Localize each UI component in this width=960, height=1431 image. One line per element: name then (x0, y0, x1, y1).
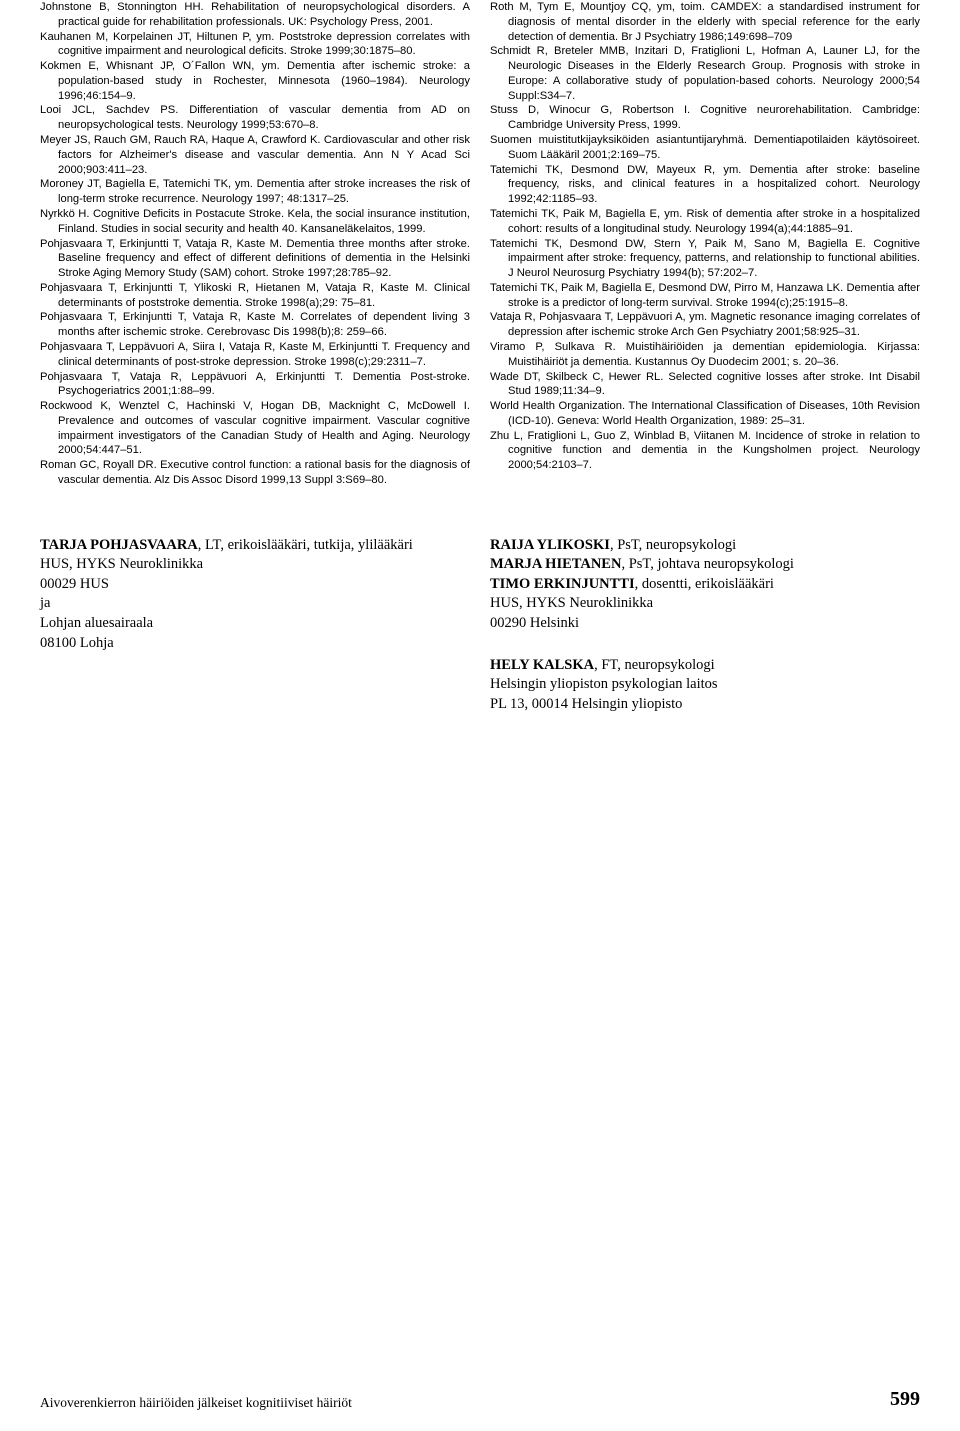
reference-entry: World Health Organization. The Internati… (490, 399, 920, 429)
authors-right-column: RAIJA YLIKOSKI, PsT, neuropsykologiMARJA… (490, 536, 920, 737)
author-block: TARJA POHJASVAARA, LT, erikoislääkäri, t… (40, 536, 470, 653)
footer-page-number: 599 (890, 1388, 920, 1411)
reference-entry: Pohjasvaara T, Leppävuori A, Siira I, Va… (40, 340, 470, 370)
author-line: 00290 Helsinki (490, 614, 920, 634)
reference-entry: Nyrkkö H. Cognitive Deficits in Postacut… (40, 207, 470, 237)
reference-entry: Suomen muistitutkijayksiköiden asiantunt… (490, 133, 920, 163)
author-line: TIMO ERKINJUNTTI, dosentti, erikoislääkä… (490, 575, 920, 595)
reference-entry: Roman GC, Royall DR. Executive control f… (40, 458, 470, 488)
references-section: Johnstone B, Stonnington HH. Rehabilitat… (0, 0, 960, 488)
reference-entry: Tatemichi TK, Paik M, Bagiella E, ym. Ri… (490, 207, 920, 237)
reference-entry: Pohjasvaara T, Erkinjuntti T, Vataja R, … (40, 237, 470, 281)
author-block: HELY KALSKA, FT, neuropsykologiHelsingin… (490, 656, 920, 715)
reference-entry: Roth M, Tym E, Mountjoy CQ, ym, toim. CA… (490, 0, 920, 44)
reference-entry: Kokmen E, Whisnant JP, O´Fallon WN, ym. … (40, 59, 470, 103)
author-line: Helsingin yliopiston psykologian laitos (490, 675, 920, 695)
reference-entry: Wade DT, Skilbeck C, Hewer RL. Selected … (490, 370, 920, 400)
reference-entry: Zhu L, Fratiglioni L, Guo Z, Winblad B, … (490, 429, 920, 473)
author-line: 00029 HUS (40, 575, 470, 595)
reference-entry: Tatemichi TK, Desmond DW, Stern Y, Paik … (490, 237, 920, 281)
footer-article-title: Aivoverenkierron häiriöiden jälkeiset ko… (40, 1395, 352, 1411)
author-title: , dosentti, erikoislääkäri (635, 576, 774, 592)
reference-entry: Pohjasvaara T, Vataja R, Leppävuori A, E… (40, 370, 470, 400)
reference-entry: Viramo P, Sulkava R. Muistihäiriöiden ja… (490, 340, 920, 370)
author-block: RAIJA YLIKOSKI, PsT, neuropsykologiMARJA… (490, 536, 920, 634)
author-line: Lohjan aluesairaala (40, 614, 470, 634)
reference-entry: Kauhanen M, Korpelainen JT, Hiltunen P, … (40, 30, 470, 60)
author-title: , PsT, johtava neuropsykologi (621, 556, 794, 572)
author-name: RAIJA YLIKOSKI (490, 537, 610, 553)
reference-entry: Pohjasvaara T, Erkinjuntti T, Ylikoski R… (40, 281, 470, 311)
reference-entry: Tatemichi TK, Desmond DW, Mayeux R, ym. … (490, 163, 920, 207)
reference-entry: Pohjasvaara T, Erkinjuntti T, Vataja R, … (40, 310, 470, 340)
references-left-column: Johnstone B, Stonnington HH. Rehabilitat… (40, 0, 470, 488)
author-name: TIMO ERKINJUNTTI (490, 576, 635, 592)
author-title: , FT, neuropsykologi (594, 657, 715, 673)
reference-entry: Tatemichi TK, Paik M, Bagiella E, Desmon… (490, 281, 920, 311)
reference-entry: Vataja R, Pohjasvaara T, Leppävuori A, y… (490, 310, 920, 340)
author-line: PL 13, 00014 Helsingin yliopisto (490, 695, 920, 715)
authors-left-column: TARJA POHJASVAARA, LT, erikoislääkäri, t… (40, 536, 470, 737)
author-title: , PsT, neuropsykologi (610, 537, 736, 553)
author-line: HUS, HYKS Neuroklinikka (40, 555, 470, 575)
reference-entry: Meyer JS, Rauch GM, Rauch RA, Haque A, C… (40, 133, 470, 177)
reference-entry: Schmidt R, Breteler MMB, Inzitari D, Fra… (490, 44, 920, 103)
author-line: RAIJA YLIKOSKI, PsT, neuropsykologi (490, 536, 920, 556)
reference-entry: Rockwood K, Wenztel C, Hachinski V, Hoga… (40, 399, 470, 458)
references-right-column: Roth M, Tym E, Mountjoy CQ, ym, toim. CA… (490, 0, 920, 488)
author-title: , LT, erikoislääkäri, tutkija, ylilääkär… (198, 537, 413, 553)
author-line: HUS, HYKS Neuroklinikka (490, 594, 920, 614)
author-line: MARJA HIETANEN, PsT, johtava neuropsykol… (490, 555, 920, 575)
author-line: ja (40, 594, 470, 614)
reference-entry: Johnstone B, Stonnington HH. Rehabilitat… (40, 0, 470, 30)
author-line: TARJA POHJASVAARA, LT, erikoislääkäri, t… (40, 536, 470, 556)
author-name: TARJA POHJASVAARA (40, 537, 198, 553)
reference-entry: Moroney JT, Bagiella E, Tatemichi TK, ym… (40, 177, 470, 207)
page-footer: Aivoverenkierron häiriöiden jälkeiset ko… (0, 1388, 960, 1431)
author-line: HELY KALSKA, FT, neuropsykologi (490, 656, 920, 676)
author-line: 08100 Lohja (40, 634, 470, 654)
reference-entry: Stuss D, Winocur G, Robertson I. Cogniti… (490, 103, 920, 133)
author-name: HELY KALSKA (490, 657, 594, 673)
authors-section: TARJA POHJASVAARA, LT, erikoislääkäri, t… (0, 488, 960, 737)
reference-entry: Looi JCL, Sachdev PS. Differentiation of… (40, 103, 470, 133)
author-name: MARJA HIETANEN (490, 556, 621, 572)
